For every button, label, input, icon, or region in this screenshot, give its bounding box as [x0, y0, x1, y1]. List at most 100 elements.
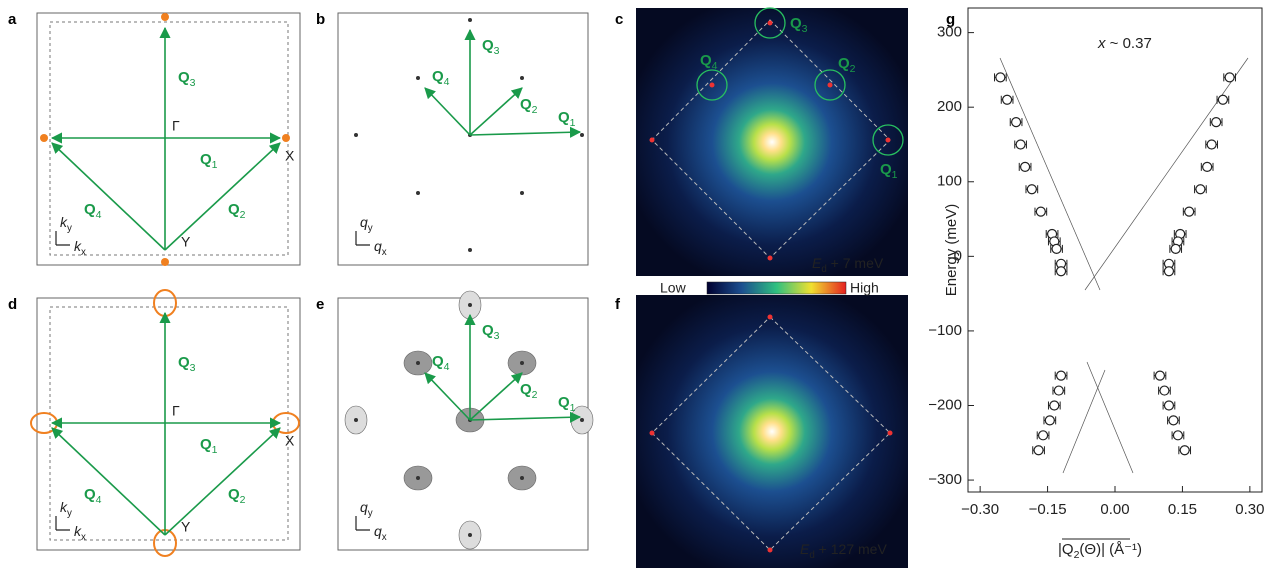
- fit-line: [1000, 58, 1100, 290]
- text-main: Q: [790, 15, 802, 32]
- spot-core: [416, 76, 420, 80]
- text-main: Q: [520, 96, 532, 113]
- data-point: [1054, 386, 1063, 395]
- text-sub: 1: [212, 444, 218, 456]
- text-sub: 3: [190, 77, 196, 89]
- axis-label: qx: [374, 238, 387, 258]
- x-tick-label: 0.15: [1168, 501, 1197, 518]
- q-label: Q3: [178, 69, 196, 89]
- q-label: Q1: [200, 151, 218, 171]
- data-point: [1218, 95, 1227, 104]
- y-tick-label: −200: [928, 396, 962, 413]
- text-sub: y: [67, 223, 72, 234]
- text-main: Q: [432, 68, 444, 85]
- data-point: [1171, 244, 1180, 253]
- y-label: Y: [181, 234, 191, 250]
- spot-core: [416, 476, 420, 480]
- data-point: [1050, 401, 1059, 410]
- spot-core: [416, 191, 420, 195]
- text-main: q: [374, 238, 382, 254]
- spot-core: [520, 191, 524, 195]
- data-point: [1185, 207, 1194, 216]
- fit-line: [1087, 362, 1133, 473]
- data-point: [1160, 386, 1169, 395]
- arrow: [425, 373, 470, 420]
- arrow: [470, 373, 522, 420]
- spot-core: [468, 18, 472, 22]
- panel-letter: c: [615, 11, 623, 28]
- data-point: [1155, 371, 1164, 380]
- text-sub: 1: [570, 402, 576, 414]
- fermi-pocket: [161, 13, 169, 21]
- figure: aQ1Q2Q3Q4ΓXYkykxdQ1Q2Q3Q4ΓXYkykxbQ1Q2Q3Q…: [0, 0, 1286, 568]
- text-sub: 3: [494, 330, 500, 342]
- peak: [650, 138, 655, 143]
- colorbar: [707, 282, 846, 294]
- x-label: X: [285, 148, 295, 164]
- q-label: Q4: [432, 353, 450, 373]
- text-sub: y: [368, 223, 373, 234]
- text-sub: 1: [570, 117, 576, 129]
- text-sub: 2: [240, 494, 246, 506]
- data-point: [1196, 185, 1205, 194]
- data-point: [1164, 401, 1173, 410]
- gamma-label: Γ: [172, 118, 180, 134]
- y-tick-label: 100: [937, 173, 962, 190]
- text-main: |Q: [1058, 541, 1074, 558]
- q-label: Q2: [228, 201, 246, 221]
- data-point: [1045, 416, 1054, 425]
- text-sub: x: [81, 532, 86, 543]
- arrow: [470, 132, 580, 135]
- spot-core: [468, 533, 472, 537]
- spot-core: [520, 76, 524, 80]
- text-main: Q: [700, 52, 712, 69]
- y-tick-label: −100: [928, 322, 962, 339]
- text-main: Q: [838, 55, 850, 72]
- peak: [888, 431, 893, 436]
- colorbar-low: Low: [660, 280, 687, 296]
- text-main: Q: [84, 201, 96, 218]
- text-main: Q: [228, 201, 240, 218]
- peak: [828, 83, 833, 88]
- spot-core: [520, 361, 524, 365]
- axis-label: ky: [60, 214, 72, 234]
- data-point: [996, 73, 1005, 82]
- spot-core: [416, 361, 420, 365]
- q-label: Q3: [482, 37, 500, 57]
- x-tick-label: −0.15: [1029, 501, 1067, 518]
- gamma-label: Γ: [172, 403, 180, 419]
- y-axis-label: Energy (meV): [943, 204, 960, 297]
- panel-letter: a: [8, 11, 17, 28]
- text-main: Q: [178, 69, 190, 86]
- x-tick-label: 0.30: [1235, 501, 1264, 518]
- q-label: Q4: [84, 201, 102, 221]
- text-sub: 3: [802, 23, 808, 35]
- spot-core: [354, 133, 358, 137]
- text-main: Q: [520, 381, 532, 398]
- annotation: x ~ 0.37: [1097, 35, 1152, 52]
- text-sub: 3: [190, 362, 196, 374]
- q-label: Q3: [482, 322, 500, 342]
- q-label: Q2: [228, 486, 246, 506]
- q-label: Q2: [520, 381, 538, 401]
- text-sub: 4: [712, 60, 718, 72]
- panel-frame: [37, 298, 300, 550]
- text-sub: x: [81, 247, 86, 258]
- arrow: [52, 143, 165, 250]
- text-sub: 4: [96, 209, 102, 221]
- data-point: [1057, 371, 1066, 380]
- peak: [710, 83, 715, 88]
- data-point: [1212, 118, 1221, 127]
- text-rest: + 7 meV: [827, 255, 884, 271]
- text-rest: ~ 0.37: [1106, 35, 1152, 52]
- text-rest: + 127 meV: [815, 541, 888, 557]
- data-point: [1003, 95, 1012, 104]
- fit-line: [1063, 370, 1105, 473]
- text-sub: 4: [96, 494, 102, 506]
- y-tick-label: −300: [928, 471, 962, 488]
- text-main: Q: [558, 109, 570, 126]
- text-sub: 3: [494, 45, 500, 57]
- fit-line: [1085, 58, 1248, 290]
- data-point: [1173, 431, 1182, 440]
- data-point: [1021, 162, 1030, 171]
